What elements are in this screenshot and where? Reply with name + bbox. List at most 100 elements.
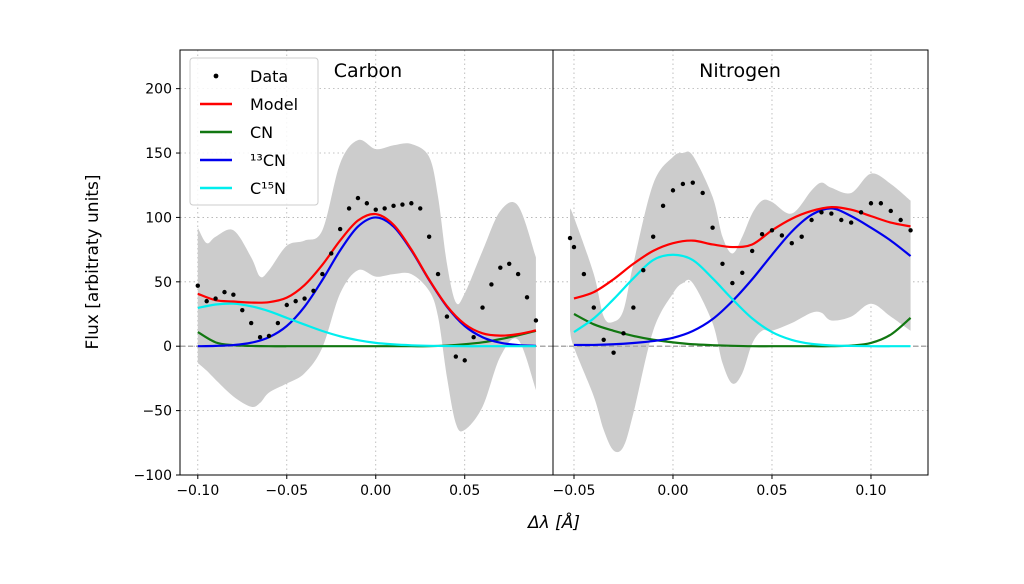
data-point	[809, 217, 814, 223]
uncertainty-band	[197, 139, 536, 432]
data-point	[524, 295, 530, 300]
data-point	[591, 305, 596, 310]
data-point	[779, 233, 785, 238]
data-point	[878, 201, 884, 206]
data-point	[769, 228, 775, 233]
data-point	[435, 271, 441, 277]
data-point	[611, 350, 616, 355]
legend-label: C¹⁵N	[250, 179, 286, 198]
data-point	[858, 210, 864, 215]
data-point	[581, 271, 587, 277]
data-point	[329, 251, 334, 256]
data-point	[462, 358, 467, 363]
data-point	[373, 207, 378, 212]
data-point	[275, 320, 281, 326]
series-cn-line	[573, 207, 912, 347]
data-point	[621, 331, 626, 336]
data-point	[789, 240, 794, 246]
data-point	[759, 231, 765, 237]
data-point	[650, 234, 656, 239]
data-point	[346, 206, 352, 211]
data-point	[571, 244, 577, 250]
data-point	[293, 298, 298, 304]
series-cn-line	[573, 253, 911, 348]
data-point	[320, 271, 325, 277]
data-point	[204, 298, 209, 304]
series-cn-line	[197, 329, 537, 348]
data-point	[409, 201, 414, 206]
data-point	[257, 334, 263, 340]
x-tick-label: 0.05	[756, 483, 787, 499]
x-tick-label: −0.05	[553, 483, 596, 499]
legend-label: Data	[250, 67, 288, 86]
data-point	[641, 268, 646, 273]
panel-nitrogen: −0.05 0.00 0.05 0.10 Nitrogen	[552, 49, 929, 499]
data-point	[601, 337, 606, 342]
series-cn-line	[197, 302, 536, 348]
legend: Data Model CN ¹³CN C¹⁵N	[189, 57, 319, 206]
panel-title: Nitrogen	[699, 60, 781, 82]
y-tick-label: 0	[163, 339, 172, 355]
legend-label: Model	[250, 95, 298, 114]
y-tick-label: 150	[145, 146, 172, 162]
data-point	[740, 270, 745, 276]
data-point	[418, 206, 423, 211]
data-point	[355, 195, 361, 201]
series-model-line	[197, 212, 537, 337]
data-point	[749, 248, 755, 254]
data-point	[515, 271, 521, 277]
x-tick-label: 0.00	[360, 483, 391, 499]
data-point	[213, 296, 218, 301]
uncertainty-band	[570, 151, 911, 453]
series-model-line	[573, 206, 911, 300]
data-point	[848, 220, 854, 225]
data-point	[426, 234, 432, 239]
y-tick-label: 100	[145, 210, 172, 226]
data-point	[868, 201, 874, 206]
x-tick-label: 0.00	[657, 483, 688, 499]
data-point	[839, 217, 844, 223]
legend-label: CN	[250, 123, 273, 142]
data-point	[533, 318, 539, 323]
data-point	[453, 354, 459, 359]
data-point	[391, 203, 396, 209]
y-tick-label: 200	[145, 82, 172, 98]
data-point	[498, 265, 503, 270]
data-point	[364, 201, 370, 206]
data-point	[444, 314, 450, 319]
data-point	[829, 211, 834, 216]
x-axis-label: Δλ [Å]	[526, 511, 580, 533]
y-tick-label: −100	[134, 468, 172, 484]
axes-frame	[552, 49, 929, 476]
data-point	[382, 206, 387, 211]
plot-area	[553, 151, 928, 453]
data-point	[248, 320, 254, 326]
x-tick-label: 0.10	[855, 483, 886, 499]
legend-label: ¹³CN	[250, 151, 286, 170]
data-point	[700, 190, 705, 196]
data-point	[799, 234, 804, 239]
data-point	[670, 188, 676, 193]
y-tick-label: −50	[142, 404, 172, 420]
data-point	[471, 334, 476, 340]
data-point	[680, 181, 686, 187]
data-point	[266, 333, 272, 339]
data-point	[302, 296, 307, 301]
legend-box	[189, 57, 319, 206]
data-point	[690, 180, 695, 185]
x-tick-label: −0.10	[176, 483, 219, 499]
data-point	[284, 302, 289, 308]
data-point	[222, 289, 227, 295]
x-tick-label: −0.05	[265, 483, 308, 499]
data-point	[908, 228, 913, 233]
y-axis-label: Flux [arbitraty units]	[83, 175, 103, 350]
x-tick-label: 0.05	[449, 483, 480, 499]
data-point	[660, 203, 666, 209]
data-point	[489, 282, 494, 287]
data-point	[720, 261, 725, 266]
data-point	[195, 283, 200, 288]
data-point	[730, 280, 735, 286]
data-point	[631, 305, 636, 310]
data-point	[819, 210, 824, 215]
